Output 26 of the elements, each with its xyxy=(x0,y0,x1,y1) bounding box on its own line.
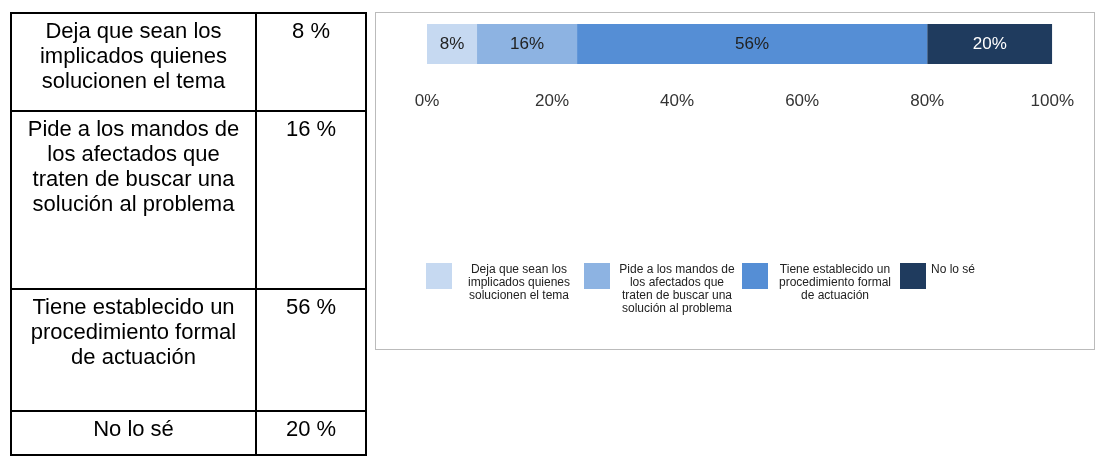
data-label: 8% xyxy=(439,33,465,53)
legend-label: Tiene establecido un procedimiento formal de actuación xyxy=(777,262,893,302)
text: 56 % xyxy=(256,289,366,411)
text: Deja que sean los implicados quienes solucionen el tema xyxy=(39,18,228,93)
data-label: 20% xyxy=(972,33,1007,53)
legend-label: Pide a los mandos de los afectados que traten de buscar una solución al problema xyxy=(618,262,736,315)
legend-label: No lo sé xyxy=(931,262,976,276)
legend-label: Deja que sean los implicados quienes solucionen el tema xyxy=(466,262,572,302)
text: No lo sé xyxy=(93,416,174,441)
bar xyxy=(477,24,578,64)
bar xyxy=(927,24,1053,64)
x-tick-label: 0% xyxy=(414,90,440,110)
x-tick-label: 80% xyxy=(910,90,945,110)
text: 20 % xyxy=(256,411,366,455)
bar xyxy=(577,24,928,64)
data-label: 56% xyxy=(735,33,770,53)
data-label: 16% xyxy=(510,33,545,53)
x-tick-label: 20% xyxy=(535,90,570,110)
x-tick-label: 100% xyxy=(1030,90,1074,110)
text: Pide a los mandos de los afectados que traten de buscar una solución al problema xyxy=(27,116,240,216)
x-tick-label: 60% xyxy=(785,90,820,110)
text: 16 % xyxy=(256,111,366,289)
x-tick-label: 40% xyxy=(660,90,695,110)
bar xyxy=(427,24,478,64)
text: 8 % xyxy=(256,13,366,111)
text: Tiene establecido un procedimiento formal de actuación xyxy=(30,294,237,369)
